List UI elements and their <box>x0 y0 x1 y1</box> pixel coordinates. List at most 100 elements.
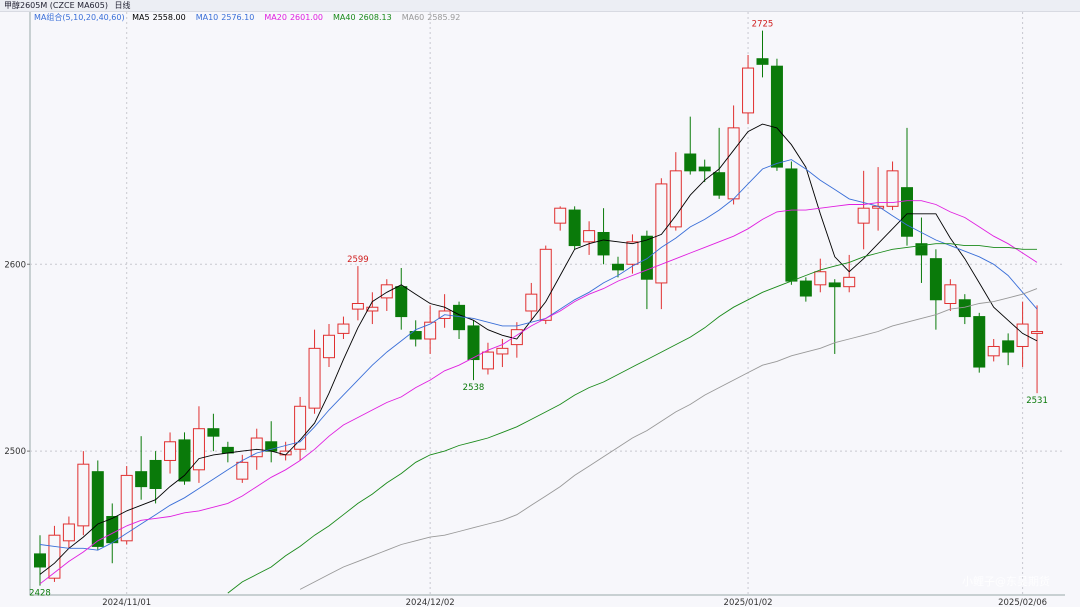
candle-body <box>612 263 624 271</box>
legend-value: 2558.00 <box>152 13 186 22</box>
candle-body <box>192 428 205 471</box>
candle-body <box>742 67 755 114</box>
candle-body <box>727 127 740 200</box>
x-tick-label: 2024/12/02 <box>406 598 455 607</box>
legend-value: 2601.00 <box>289 13 324 22</box>
x-tick-label: 2025/02/06 <box>998 598 1047 607</box>
candle-body <box>409 331 422 340</box>
candle-body <box>640 235 653 280</box>
candle-body <box>467 325 480 361</box>
candle-body <box>294 405 307 450</box>
legend-entry: MA60 2585.92 <box>402 13 466 22</box>
header-bar: 甲醇2605M (CZCE MA605) 日线 <box>0 0 1080 12</box>
ma-line <box>39 200 1038 585</box>
candle-body <box>236 461 249 480</box>
candle-body <box>583 230 596 243</box>
candle-body <box>323 334 335 359</box>
candle-body <box>149 459 162 489</box>
watermark: 小鲤子@东吴期货 <box>962 574 1050 588</box>
price-annotation: 2599 <box>347 255 369 265</box>
legend-name: MA5 <box>132 13 150 22</box>
candle-body <box>337 323 350 334</box>
x-tick-label: 2024/11/01 <box>102 598 151 607</box>
legend-entry: MA20 2601.00 <box>264 13 328 22</box>
candle-body <box>380 284 393 299</box>
price-annotation: 2531 <box>1026 396 1048 406</box>
candle-body <box>510 329 523 346</box>
candle-body <box>886 170 899 207</box>
candle-body <box>915 243 928 256</box>
candle-body <box>554 207 567 224</box>
period-selector[interactable]: 日线 <box>114 1 131 10</box>
ma-line <box>39 159 1038 551</box>
candle-body <box>481 351 494 370</box>
candle-body <box>669 170 682 228</box>
candle-body <box>626 241 639 265</box>
candle-body <box>1031 331 1044 334</box>
legend-title: MA组合(5,10,20,40,60) <box>34 13 125 22</box>
candle-body <box>828 282 841 288</box>
legend: MA组合(5,10,20,40,60) MA5 2558.00 MA10 2576.1… <box>34 12 470 23</box>
chart-title: 甲醇2605M (CZCE MA605) <box>4 1 108 10</box>
candle-body <box>987 345 1000 357</box>
candle-body <box>843 276 856 288</box>
legend-value: 2576.10 <box>221 13 255 22</box>
candle-body <box>308 347 321 409</box>
candle-body <box>684 153 697 172</box>
candle-body <box>568 209 581 247</box>
price-annotation: 2538 <box>463 383 485 393</box>
candle-body <box>77 463 90 527</box>
legend-entry: MA5 2558.00 <box>132 13 191 22</box>
legend-name: MA10 <box>195 13 219 22</box>
ma-line <box>39 123 1038 575</box>
candle-body <box>34 553 46 568</box>
candle-body <box>1016 323 1029 347</box>
legend-name: MA40 <box>333 13 356 22</box>
ma-line <box>227 243 1037 594</box>
legend-entry: MA10 2576.10 <box>196 13 260 22</box>
candle-body <box>496 347 509 355</box>
candle-body <box>713 172 726 196</box>
candle-body <box>207 428 220 437</box>
candle-body <box>525 293 538 312</box>
candle-body <box>901 187 913 237</box>
candle-body <box>106 516 119 544</box>
candle-body <box>973 316 986 368</box>
candle-body <box>785 168 798 282</box>
candle-body <box>120 474 133 542</box>
candle-body <box>929 258 942 301</box>
legend-name: MA60 <box>401 13 425 22</box>
candle-body <box>944 284 957 305</box>
candle-body <box>958 299 971 318</box>
candle-body <box>178 439 191 482</box>
candle-body <box>655 183 668 284</box>
candle-body <box>756 58 769 65</box>
candle-body <box>698 166 711 172</box>
candle-body <box>366 306 379 312</box>
legend-value: 2608.13 <box>358 13 392 22</box>
candle-body <box>539 248 552 321</box>
candle-body <box>424 321 437 340</box>
legend-value: 2585.92 <box>427 13 461 22</box>
y-tick-label: 2500 <box>4 447 26 457</box>
candle-body <box>48 534 61 579</box>
candle-body <box>1002 340 1015 353</box>
ma-line <box>299 288 1038 590</box>
candle-body <box>597 231 610 256</box>
legend-entry: MA40 2608.13 <box>333 13 397 22</box>
price-annotation: 2428 <box>29 589 51 599</box>
candle-body <box>164 441 177 461</box>
candle-body <box>814 271 827 286</box>
candle-body <box>62 523 75 542</box>
candle-body <box>91 471 104 547</box>
candle-body <box>857 207 870 224</box>
candle-body <box>135 471 148 488</box>
candle-body <box>799 280 812 297</box>
candle-body <box>250 437 263 458</box>
candle-body <box>351 303 364 310</box>
y-tick-label: 2600 <box>4 260 26 270</box>
legend-name: MA20 <box>264 13 287 22</box>
price-annotation: 2725 <box>752 20 774 30</box>
